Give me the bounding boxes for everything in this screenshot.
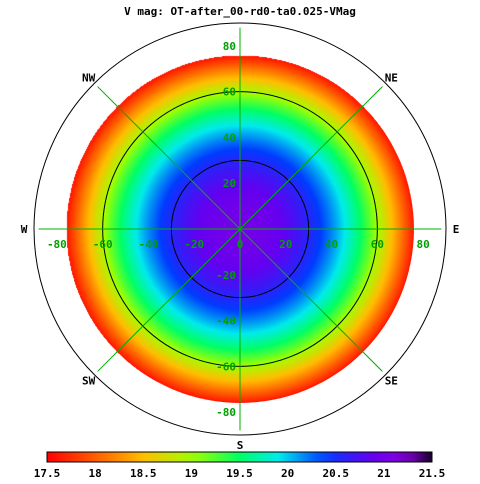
y-tick-label: 60	[223, 86, 236, 99]
colorbar-tick-label: 17.5	[34, 467, 61, 480]
x-tick-label: 60	[371, 238, 384, 251]
colorbar-tick-label: 18	[89, 467, 102, 480]
y-tick-label: -80	[216, 406, 236, 419]
y-tick-label: 80	[223, 40, 236, 53]
colorbar-tick-label: 21	[377, 467, 391, 480]
compass-label-nw: NW	[82, 72, 96, 85]
colorbar-tick-label: 21.5	[419, 467, 446, 480]
y-tick-label: -60	[216, 360, 236, 373]
compass-label-ne: NE	[385, 72, 398, 85]
x-tick-label: 0	[237, 238, 244, 251]
x-tick-label: -20	[184, 238, 204, 251]
colorbar-tick-label: 20.5	[323, 467, 350, 480]
x-tick-label: -80	[47, 238, 67, 251]
x-tick-label: 40	[325, 238, 338, 251]
colorbar-tick-label: 19.5	[226, 467, 253, 480]
y-tick-label: -40	[216, 315, 236, 328]
compass-label-se: SE	[385, 374, 398, 387]
axis-tick-labels: -80 -80 -60 -60 -40 -40 -20 -20 0 20 20 40 40 60 60 80 8…	[47, 40, 430, 419]
colorbar-tick-label: 19	[185, 467, 198, 480]
azimuth-spokes	[38, 27, 442, 431]
colorbar-tick-label: 20	[281, 467, 294, 480]
y-tick-label: -20	[216, 269, 236, 282]
compass-label-w: W	[21, 223, 28, 236]
x-tick-label: 20	[279, 238, 292, 251]
compass-label-sw: SW	[82, 374, 96, 387]
colorbar-tick-label: 18.5	[130, 467, 157, 480]
chart-title: V mag: OT-after_00-rd0-ta0.025-VMag	[124, 5, 356, 18]
colorbar-tick-labels: 17.5 18 18.5 19 19.5 20 20.5 21 21.5	[34, 467, 446, 480]
compass-labels: NE E SE S SW W NW	[21, 72, 460, 452]
azimuth-spoke-135	[97, 86, 383, 372]
x-tick-label: 80	[416, 238, 429, 251]
compass-label-e: E	[453, 223, 460, 236]
x-tick-label: -60	[93, 238, 113, 251]
elevation-ring-90	[33, 22, 447, 436]
y-tick-label: 20	[223, 177, 236, 190]
colorbar	[46, 451, 433, 463]
y-tick-label: 40	[223, 131, 236, 144]
x-tick-label: -40	[139, 238, 159, 251]
compass-label-s: S	[237, 439, 244, 452]
